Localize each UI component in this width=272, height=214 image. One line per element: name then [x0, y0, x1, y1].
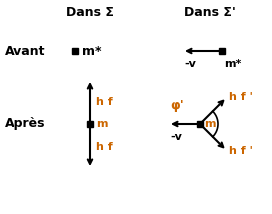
Text: Dans Σ': Dans Σ'	[184, 6, 236, 19]
Text: m: m	[204, 119, 215, 129]
Text: φ': φ'	[170, 99, 184, 112]
Text: h f: h f	[96, 141, 113, 152]
Text: m: m	[96, 119, 107, 129]
Text: m*: m*	[82, 45, 101, 58]
Text: -v: -v	[170, 132, 182, 142]
Text: Avant: Avant	[5, 45, 45, 58]
Text: h f ': h f '	[229, 146, 253, 156]
Text: h f ': h f '	[229, 92, 253, 102]
Text: h f: h f	[96, 97, 113, 107]
Text: Après: Après	[5, 117, 45, 131]
Text: m*: m*	[224, 59, 241, 69]
Text: Dans Σ: Dans Σ	[66, 6, 114, 19]
Text: -v: -v	[184, 59, 196, 69]
